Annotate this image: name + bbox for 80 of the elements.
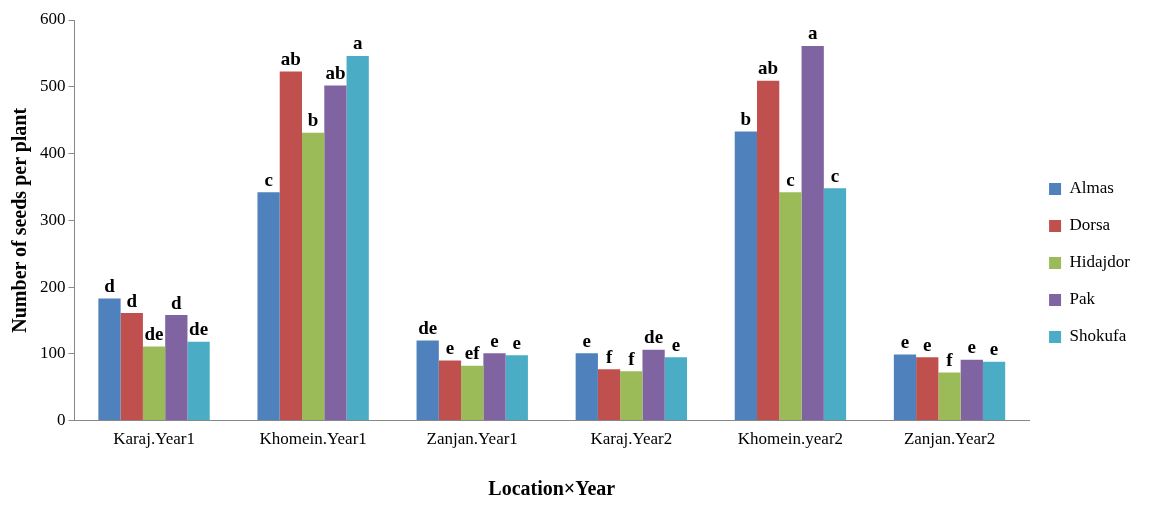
- data-label: e: [900, 330, 910, 352]
- bar: [734, 131, 758, 421]
- data-label: ef: [464, 342, 481, 364]
- x-axis-title: Location×Year: [488, 477, 616, 500]
- data-label: b: [740, 107, 752, 129]
- data-label: d: [104, 274, 116, 296]
- legend-label: Pak: [1069, 289, 1096, 309]
- data-label: e: [582, 329, 591, 351]
- bar: [960, 359, 983, 421]
- x-tick-label: Karaj.Year2: [590, 429, 673, 449]
- data-label: e: [923, 333, 932, 355]
- data-label: c: [264, 168, 273, 190]
- y-tick-label: 600: [40, 9, 66, 29]
- bar: [801, 46, 824, 421]
- data-label: a: [807, 22, 818, 44]
- bar: [98, 298, 121, 421]
- data-label: d: [171, 291, 183, 313]
- bar: [279, 71, 303, 421]
- bar: [664, 357, 688, 421]
- bar: [642, 349, 665, 421]
- bar: [324, 85, 347, 421]
- legend-label: Almas: [1069, 178, 1114, 198]
- bar: [893, 354, 917, 421]
- y-tick-label: 0: [57, 410, 66, 430]
- bar: [823, 188, 847, 421]
- y-tick-label: 300: [40, 209, 66, 229]
- x-tick-label: Khomein.year2: [737, 429, 844, 449]
- data-label: e: [671, 333, 681, 355]
- data-label: e: [445, 336, 455, 358]
- x-tick-label: Zanjan.Year2: [903, 429, 996, 449]
- x-tick-label: Karaj.Year1: [113, 429, 195, 449]
- y-axis-title: Number of seeds per plant: [8, 107, 32, 333]
- bar: [505, 355, 528, 421]
- y-tick-label: 500: [40, 76, 66, 96]
- bar: [982, 361, 1006, 421]
- data-label: c: [786, 168, 795, 190]
- data-label: de: [189, 318, 209, 340]
- data-label: d: [126, 289, 138, 311]
- data-label: e: [512, 331, 521, 353]
- data-label: f: [628, 347, 636, 369]
- bar: [575, 353, 598, 421]
- data-label: a: [352, 32, 363, 54]
- bar: [257, 192, 280, 421]
- bar: [620, 371, 643, 421]
- x-tick-label: Zanjan.Year1: [426, 429, 518, 449]
- legend-label: Shokufa: [1069, 326, 1127, 346]
- data-label: f: [605, 345, 613, 367]
- bar: [483, 353, 506, 421]
- bar: [461, 365, 484, 421]
- data-label: ab: [325, 61, 346, 83]
- data-label: f: [946, 348, 954, 370]
- data-label: b: [307, 109, 319, 131]
- data-label: e: [967, 336, 977, 358]
- bar: [779, 192, 802, 421]
- bar: [757, 80, 780, 421]
- bar: [438, 360, 462, 421]
- data-label: de: [144, 322, 164, 344]
- data-label: c: [830, 164, 840, 186]
- data-label: e: [490, 329, 499, 351]
- y-tick-label: 200: [40, 276, 66, 296]
- bar: [187, 341, 210, 421]
- data-label: ab: [758, 57, 779, 79]
- data-label: ab: [280, 47, 301, 69]
- bar: [142, 346, 166, 421]
- bar: [302, 132, 325, 421]
- bar: [346, 56, 369, 421]
- bar: [916, 357, 939, 421]
- legend-label: Hidajdor: [1069, 252, 1131, 272]
- y-tick-label: 100: [40, 343, 66, 363]
- bar: [597, 369, 621, 421]
- bar: [938, 372, 961, 421]
- data-label: e: [989, 338, 999, 360]
- bar: [165, 315, 188, 421]
- x-tick-label: Khomein.Year1: [259, 429, 367, 449]
- data-label: de: [644, 326, 664, 348]
- legend-label: Dorsa: [1069, 215, 1111, 235]
- bar: [120, 313, 143, 421]
- bar: [416, 340, 439, 421]
- data-label: de: [418, 316, 438, 338]
- y-tick-label: 400: [40, 143, 66, 162]
